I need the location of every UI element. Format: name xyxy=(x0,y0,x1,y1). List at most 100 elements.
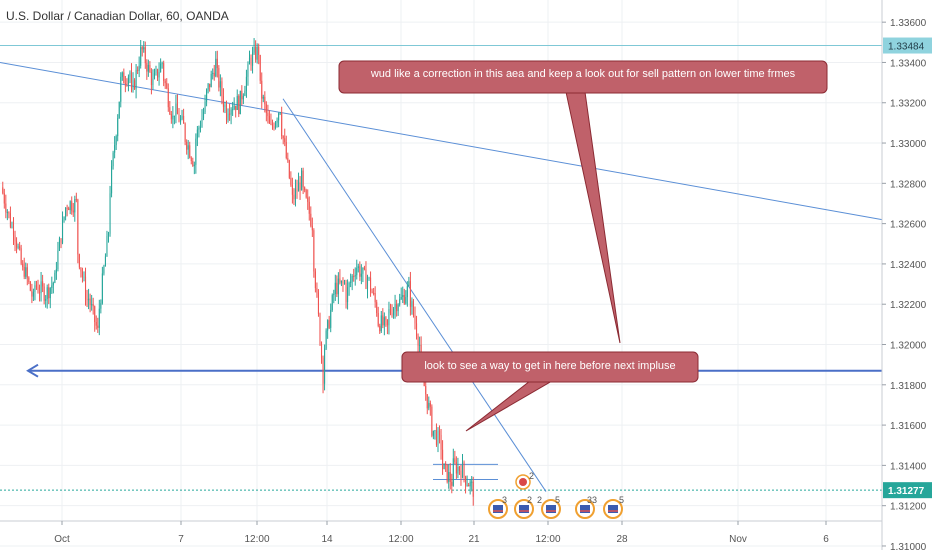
time-tick-label: 6 xyxy=(823,534,829,545)
candle-body xyxy=(236,96,238,110)
candle-body xyxy=(60,238,62,243)
candle-body xyxy=(331,295,333,310)
us-event-icon xyxy=(603,499,623,519)
candle-body xyxy=(101,273,103,304)
resistance-price-label: 1.33484 xyxy=(888,42,925,53)
candle-body xyxy=(124,83,126,85)
candle-body xyxy=(400,297,402,300)
us-event-count: 33 xyxy=(587,495,597,505)
candle-body xyxy=(28,277,30,282)
time-tick-label: 12:00 xyxy=(388,534,413,545)
candle-body xyxy=(178,114,180,122)
candle-body xyxy=(58,238,61,251)
candle-body xyxy=(377,313,379,326)
candle-body xyxy=(432,430,434,436)
price-tick-label: 1.31800 xyxy=(890,381,927,392)
candle-body xyxy=(405,297,407,304)
candle-body xyxy=(468,485,470,487)
candle-body xyxy=(146,63,148,72)
candle-body xyxy=(89,298,91,306)
candle-body xyxy=(221,81,223,97)
candle-body xyxy=(293,194,295,200)
candle-body xyxy=(42,281,44,287)
candle-body xyxy=(374,293,376,303)
candle-body xyxy=(370,277,372,292)
candle-body xyxy=(115,136,117,146)
candle-body xyxy=(135,69,137,89)
candle-body xyxy=(255,47,257,60)
candle-body xyxy=(327,320,329,331)
candle-body xyxy=(360,273,362,277)
candle-body xyxy=(201,117,203,127)
grid xyxy=(0,0,882,547)
candle-body xyxy=(54,272,56,283)
price-tick-label: 1.31000 xyxy=(890,542,927,550)
candle-body xyxy=(80,267,82,272)
time-tick-label: Oct xyxy=(54,534,70,545)
candle-body xyxy=(166,83,168,89)
candle-body xyxy=(9,213,11,227)
candle-body xyxy=(386,319,388,326)
candle-body xyxy=(222,96,224,107)
candle-body xyxy=(425,386,427,395)
candle-body xyxy=(46,287,48,300)
chart-title: U.S. Dollar / Canadian Dollar, 60, OANDA xyxy=(6,9,229,23)
candle-body xyxy=(391,312,393,316)
candle-body xyxy=(120,76,122,102)
candle-body xyxy=(202,112,205,118)
us-event-flag xyxy=(519,505,529,513)
candle-body xyxy=(8,212,10,214)
candle-body xyxy=(66,207,68,209)
candle-body xyxy=(52,282,54,286)
candle-body xyxy=(12,226,15,236)
candle-body xyxy=(446,464,448,482)
candle-body xyxy=(469,481,471,487)
candle-body xyxy=(472,481,474,497)
candle-body xyxy=(210,73,212,88)
candle-body xyxy=(192,161,194,166)
candle-body xyxy=(169,107,171,115)
candle-body xyxy=(147,64,149,72)
candle-body xyxy=(157,69,159,78)
candle-body xyxy=(256,46,258,60)
candle-body xyxy=(324,348,326,384)
current-price-label: 1.31277 xyxy=(888,486,925,497)
candle-body xyxy=(88,298,90,301)
candle-body xyxy=(37,287,39,293)
candle-body xyxy=(198,128,200,130)
candle-body xyxy=(45,299,47,301)
candle-body xyxy=(350,281,352,283)
candle-body xyxy=(466,485,468,487)
candle-body xyxy=(417,336,419,346)
candle-body xyxy=(314,271,316,289)
candle-body xyxy=(379,325,381,332)
candle-body xyxy=(164,80,166,84)
time-tick-label: 28 xyxy=(616,534,628,545)
us-event-flag xyxy=(608,505,618,513)
candle-body xyxy=(403,294,405,304)
candle-body xyxy=(313,230,315,272)
candle-body xyxy=(149,64,151,72)
candle-body xyxy=(86,299,88,301)
candle-body xyxy=(354,275,356,277)
candle-body xyxy=(213,72,215,77)
candle-body xyxy=(212,72,214,74)
candle-body xyxy=(317,292,319,314)
candle-body xyxy=(34,285,36,292)
candle-body xyxy=(175,103,177,116)
candle-body xyxy=(261,80,263,99)
candle-body xyxy=(195,138,197,165)
price-tick-label: 1.33600 xyxy=(890,18,927,29)
candle-body xyxy=(184,123,186,142)
trendline-steep xyxy=(282,98,547,492)
candle-body xyxy=(356,267,358,276)
candle-body xyxy=(322,357,324,384)
candle-body xyxy=(278,113,280,121)
candle-body xyxy=(397,304,399,312)
candle-body xyxy=(330,309,332,328)
candle-body xyxy=(39,292,41,294)
candle-body xyxy=(103,266,105,274)
candle-body xyxy=(248,57,251,65)
